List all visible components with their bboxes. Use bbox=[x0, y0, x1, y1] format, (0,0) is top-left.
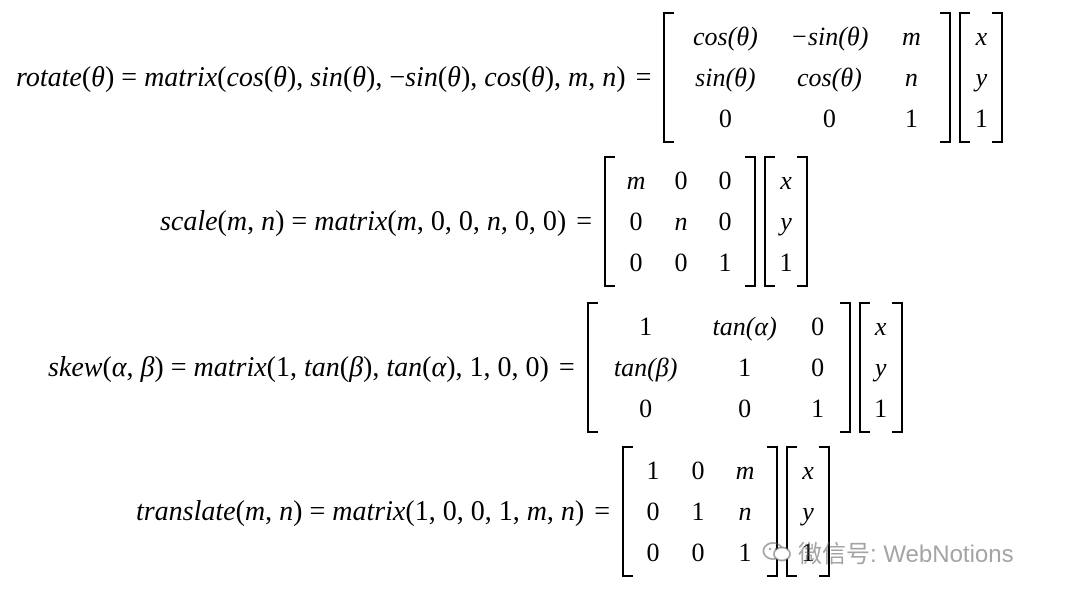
matrix-cell: sin(θ) bbox=[695, 63, 756, 92]
vector-cell: x bbox=[874, 312, 887, 341]
matrix-cell: 0 bbox=[646, 497, 660, 526]
matrix-cell: 1 bbox=[639, 312, 653, 341]
matrix-cell: 0 bbox=[811, 312, 825, 341]
matrix-cell: 0 bbox=[811, 353, 825, 382]
equals-sign: = bbox=[558, 351, 575, 383]
vector-cell: 1 bbox=[779, 248, 793, 277]
coordinate-vector: x y 1 bbox=[786, 446, 831, 577]
vector-cell: x bbox=[975, 22, 988, 51]
matrix-cell: −sin(θ) bbox=[790, 22, 869, 51]
watermark-text: 微信号: WebNotions bbox=[798, 541, 1014, 568]
matrix-cell: m bbox=[735, 456, 755, 485]
bracket-right bbox=[797, 156, 809, 287]
bracket-left bbox=[858, 302, 870, 433]
transform-matrix: 1 0 m 0 1 n 0 0 1 bbox=[622, 446, 779, 577]
matrix-cell: 1 bbox=[738, 538, 752, 567]
bracket-left bbox=[786, 446, 798, 577]
bracket-right bbox=[992, 12, 1004, 143]
equation-lhs: scale(m, n) = matrix(m, 0, 0, n, 0, 0) bbox=[160, 205, 567, 237]
bracket-left bbox=[604, 156, 616, 287]
vector-cell: y bbox=[975, 63, 988, 92]
matrix-cell: n bbox=[738, 497, 752, 526]
equation-lhs: skew(α, β) = matrix(1, tan(β), tan(α), 1… bbox=[48, 351, 549, 383]
equals-sign: = bbox=[594, 495, 611, 527]
matrix-cell: tan(β) bbox=[613, 353, 678, 382]
bracket-left bbox=[663, 12, 675, 143]
bracket-right bbox=[940, 12, 952, 143]
matrix-cell: 1 bbox=[811, 394, 825, 423]
vector-cell: 1 bbox=[801, 538, 815, 567]
vector-cell: 1 bbox=[874, 394, 888, 423]
vector-cell: 1 bbox=[974, 104, 988, 133]
equation-skew: skew(α, β) = matrix(1, tan(β), tan(α), 1… bbox=[48, 302, 911, 433]
matrix-cell: 0 bbox=[629, 207, 643, 236]
coordinate-vector: x y 1 bbox=[959, 12, 1004, 143]
equals-sign: = bbox=[635, 61, 652, 93]
matrix-cell: 0 bbox=[691, 456, 705, 485]
coordinate-vector: x y 1 bbox=[858, 302, 903, 433]
vector-cell: y bbox=[874, 353, 887, 382]
matrix-cell: n bbox=[904, 63, 918, 92]
transform-matrix: 1 tan(α) 0 tan(β) 1 0 0 0 1 bbox=[586, 302, 851, 433]
vector-cell: y bbox=[780, 207, 792, 236]
matrix-cell: m bbox=[626, 166, 646, 195]
matrix-cell: 0 bbox=[691, 538, 705, 567]
coordinate-vector: x y 1 bbox=[764, 156, 809, 287]
matrix-cell: 0 bbox=[674, 166, 688, 195]
matrix-cell: 0 bbox=[629, 248, 643, 277]
equation-lhs: translate(m, n) = matrix(1, 0, 0, 1, m, … bbox=[136, 495, 585, 527]
matrix-cell: m bbox=[901, 22, 921, 51]
matrix-cell: 0 bbox=[718, 207, 732, 236]
matrix-cell: tan(α) bbox=[712, 312, 777, 341]
matrix-cell: 1 bbox=[738, 353, 752, 382]
bracket-right bbox=[891, 302, 903, 433]
vector-cell: x bbox=[802, 456, 814, 485]
equals-sign: = bbox=[576, 205, 593, 237]
equation-scale: scale(m, n) = matrix(m, 0, 0, n, 0, 0) =… bbox=[160, 156, 816, 287]
matrix-cell: cos(θ) bbox=[797, 63, 862, 92]
matrix-cell: 0 bbox=[639, 394, 653, 423]
matrix-cell: 1 bbox=[646, 456, 660, 485]
vector-cell: x bbox=[780, 166, 792, 195]
matrix-cell: 0 bbox=[822, 104, 836, 133]
bracket-right bbox=[745, 156, 757, 287]
equation-rotate: rotate(θ) = matrix(cos(θ), sin(θ), −sin(… bbox=[16, 12, 1011, 143]
bracket-left bbox=[622, 446, 634, 577]
matrix-cell: 1 bbox=[904, 104, 918, 133]
watermark: 微信号: WebNotions bbox=[762, 534, 1014, 569]
bracket-left bbox=[959, 12, 971, 143]
matrix-cell: 0 bbox=[674, 248, 688, 277]
equation-lhs: rotate(θ) = matrix(cos(θ), sin(θ), −sin(… bbox=[16, 61, 626, 93]
matrix-cell: 0 bbox=[718, 166, 732, 195]
bracket-right bbox=[819, 446, 831, 577]
bracket-left bbox=[764, 156, 776, 287]
bracket-left bbox=[586, 302, 598, 433]
bracket-right bbox=[839, 302, 851, 433]
matrix-cell: 0 bbox=[738, 394, 752, 423]
matrix-cell: 0 bbox=[646, 538, 660, 567]
transform-matrix: m 0 0 0 n 0 0 0 1 bbox=[604, 156, 757, 287]
wechat-icon bbox=[762, 541, 791, 561]
equation-translate: translate(m, n) = matrix(1, 0, 0, 1, m, … bbox=[136, 446, 838, 577]
vector-cell: y bbox=[802, 497, 814, 526]
matrix-cell: 1 bbox=[691, 497, 705, 526]
matrix-cell: n bbox=[674, 207, 688, 236]
bracket-right bbox=[767, 446, 779, 577]
matrix-cell: 0 bbox=[718, 104, 732, 133]
matrix-cell: 1 bbox=[718, 248, 732, 277]
matrix-cell: cos(θ) bbox=[693, 22, 758, 51]
transform-matrix: cos(θ) −sin(θ) m sin(θ) cos(θ) n 0 0 1 bbox=[663, 12, 952, 143]
